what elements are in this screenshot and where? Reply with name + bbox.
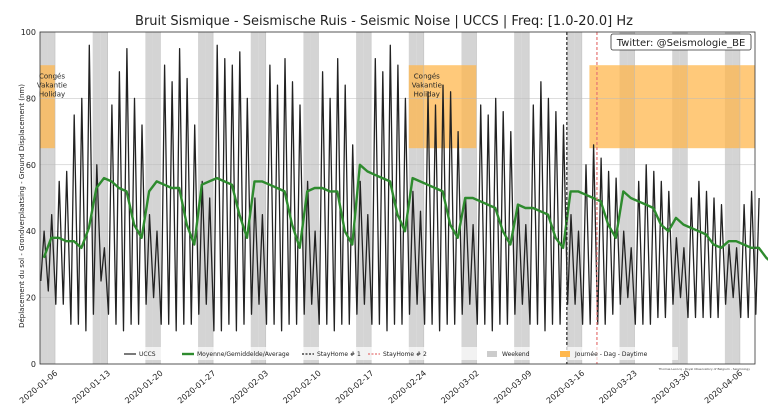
legend-label: Journée - Dag - Daytime [574, 351, 648, 358]
x-tick-label: 2020-03-30 [650, 369, 691, 406]
x-tick-label: 2020-03-02 [439, 369, 480, 406]
series-average-line [42, 163, 768, 261]
weekend-band [47, 32, 56, 364]
weekend-band [310, 32, 319, 364]
y-axis-label: Déplacement du sol - Grondverplaatsing -… [18, 84, 26, 328]
holiday-label: Holiday [414, 90, 440, 98]
y-tick-label: 60 [26, 161, 36, 170]
x-tick-label: 2020-01-13 [71, 369, 112, 406]
legend: UCCS Moyenne/Gemiddelde/Average StayHome #… [118, 347, 678, 360]
plot-area: CongésVakantieHolidayCongésVakantieHolid… [21, 28, 768, 369]
holiday-label: Congés [39, 72, 65, 80]
holiday-label: Vakantie [412, 81, 442, 89]
x-tick-label: 2020-03-09 [492, 369, 533, 406]
y-tick-label: 20 [26, 294, 36, 303]
weekend-band [100, 32, 108, 364]
legend-label: Weekend [502, 351, 530, 358]
holiday-label: Holiday [39, 90, 65, 98]
y-tick-label: 0 [31, 360, 36, 369]
holiday-band [589, 65, 755, 149]
chart-title: Bruit Sismique - Seismische Ruis - Seism… [135, 14, 633, 29]
weekend-band [724, 32, 733, 364]
legend-swatch [560, 351, 570, 357]
credit-text: Thomas Lecocq - Royal Observatory of Bel… [658, 367, 751, 371]
x-tick-label: 2020-03-16 [545, 369, 586, 406]
x-tick-label: 2020-02-17 [334, 369, 375, 406]
y-tick-label: 40 [26, 227, 36, 236]
twitter-handle: Twitter: @Seismologie_BE [616, 38, 746, 49]
legend-label: StayHome # 1 [317, 351, 361, 358]
twitter-box-frame [610, 33, 752, 51]
x-tick-label: 2020-02-10 [281, 369, 322, 406]
weekend-band [40, 32, 48, 364]
legend-label: UCCS [139, 351, 156, 358]
weekend-band [152, 32, 161, 364]
weekend-band [574, 32, 582, 364]
weekend-band [514, 32, 522, 364]
legend-swatch [487, 351, 497, 357]
x-tick-label: 2020-01-27 [176, 369, 217, 406]
legend-label: StayHome # 2 [383, 351, 427, 358]
series-uccs-line [40, 44, 760, 332]
weekend-band [679, 32, 688, 364]
weekend-band [363, 32, 372, 364]
weekend-band [672, 32, 680, 364]
x-tick-label: 2020-04-06 [703, 369, 744, 406]
x-tick-label: 2020-03-23 [597, 369, 638, 406]
x-tick-label: 2020-01-06 [18, 369, 59, 406]
legend-background [118, 347, 678, 360]
weekend-band [521, 32, 530, 364]
holiday-label: Vakantie [37, 81, 67, 89]
weekend-band [416, 32, 424, 364]
plot-frame [39, 31, 756, 365]
weekend-band [258, 32, 266, 364]
x-tick-label: 2020-02-24 [387, 369, 428, 406]
x-axis: 2020-01-06 2020-01-13 2020-01-20 2020-01-27… [18, 369, 744, 406]
holiday-label: Congés [414, 72, 440, 80]
legend-label: Moyenne/Gemiddelde/Average [197, 351, 290, 358]
y-tick-label: 80 [26, 94, 36, 103]
x-tick-label: 2020-02-03 [229, 369, 270, 406]
twitter-box: Twitter: @Seismologie_BE [610, 33, 752, 51]
holiday-band [40, 65, 56, 149]
x-tick-label: 2020-01-20 [123, 369, 164, 406]
weekend-band [732, 32, 740, 364]
y-tick-label: 100 [21, 28, 36, 37]
